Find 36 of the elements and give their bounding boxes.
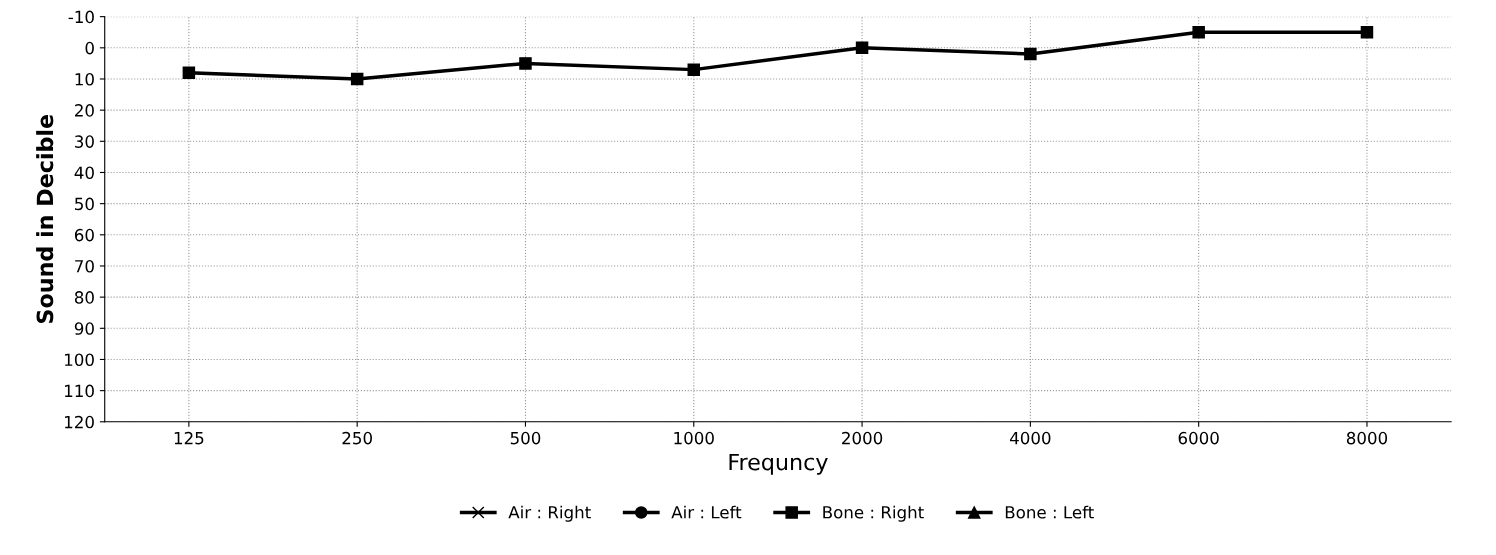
y-tick-label: 40 (74, 166, 94, 180)
y-tick-label: 10 (75, 72, 94, 86)
y-tick-label: 30 (75, 135, 94, 148)
y-tick-label: 120 (65, 415, 94, 429)
x-tick-label: 250 (342, 431, 372, 445)
y-axis-title: Sound in Decible (36, 114, 54, 323)
y-tick-label: 90 (74, 322, 94, 335)
x-tick-label: 8000 (1346, 431, 1388, 445)
x-axis-title: Frequncy (729, 453, 828, 475)
y-tick-label: 20 (75, 104, 94, 117)
legend-label: Bone : Right (823, 505, 924, 522)
point (519, 57, 532, 70)
y-tick-label: 50 (75, 197, 94, 211)
point (350, 72, 364, 86)
point (1192, 25, 1205, 39)
legend-label: Air : Right (508, 505, 591, 522)
point (855, 41, 869, 55)
legend-label: Bone : Left (1005, 505, 1094, 519)
y-tick-label: 0 (85, 41, 94, 55)
x-tick-label: 125 (174, 431, 204, 445)
point (182, 66, 196, 79)
x-tick-label: 1000 (674, 431, 714, 445)
x-tick-label: 4000 (1009, 431, 1051, 445)
y-tick-label: 60 (74, 228, 94, 242)
y-tick-label: 100 (65, 353, 94, 367)
y-tick-label: -10 (68, 10, 94, 24)
point (1024, 47, 1037, 61)
point (687, 63, 701, 76)
x-tick-label: 500 (510, 431, 541, 445)
x-tick-label: 6000 (1178, 431, 1219, 445)
legend-label: Air : Left (671, 505, 742, 519)
x-tick-label: 2000 (842, 431, 883, 445)
point (1360, 25, 1374, 39)
y-tick-label: 110 (65, 384, 94, 398)
y-tick-label: 70 (75, 259, 94, 273)
y-tick-label: 80 (74, 291, 94, 304)
